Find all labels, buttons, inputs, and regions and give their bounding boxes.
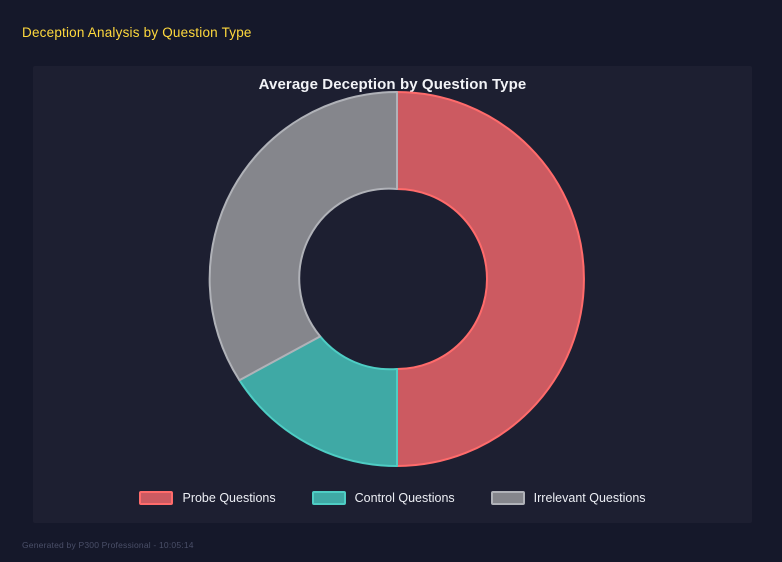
chart-title: Average Deception by Question Type — [258, 76, 527, 93]
legend-swatch-icon — [311, 491, 346, 505]
legend-label: Irrelevant Questions — [533, 491, 646, 505]
legend-swatch-icon — [139, 491, 174, 505]
page-title: Deception Analysis by Question Type — [22, 25, 252, 40]
chart-legend: Probe Questions Control Questions Irrele… — [33, 491, 752, 505]
donut-chart-svg — [208, 90, 585, 468]
chart-card: Average Deception by Question Type Probe… — [33, 66, 752, 523]
legend-swatch-icon — [490, 491, 525, 505]
donut-slice-irrelevant-questions[interactable] — [208, 90, 398, 382]
legend-label: Probe Questions — [182, 491, 276, 505]
footer-note: Generated by P300 Professional - 10:05:1… — [22, 540, 194, 550]
legend-item-irrelevant-questions[interactable]: Irrelevant Questions — [490, 491, 646, 505]
donut-slice-control-questions[interactable] — [238, 335, 398, 468]
donut-slice-probe-questions[interactable] — [396, 91, 585, 467]
legend-item-control-questions[interactable]: Control Questions — [311, 491, 455, 505]
legend-label: Control Questions — [354, 491, 455, 505]
donut-chart — [33, 66, 752, 523]
legend-item-probe-questions[interactable]: Probe Questions — [139, 491, 276, 505]
